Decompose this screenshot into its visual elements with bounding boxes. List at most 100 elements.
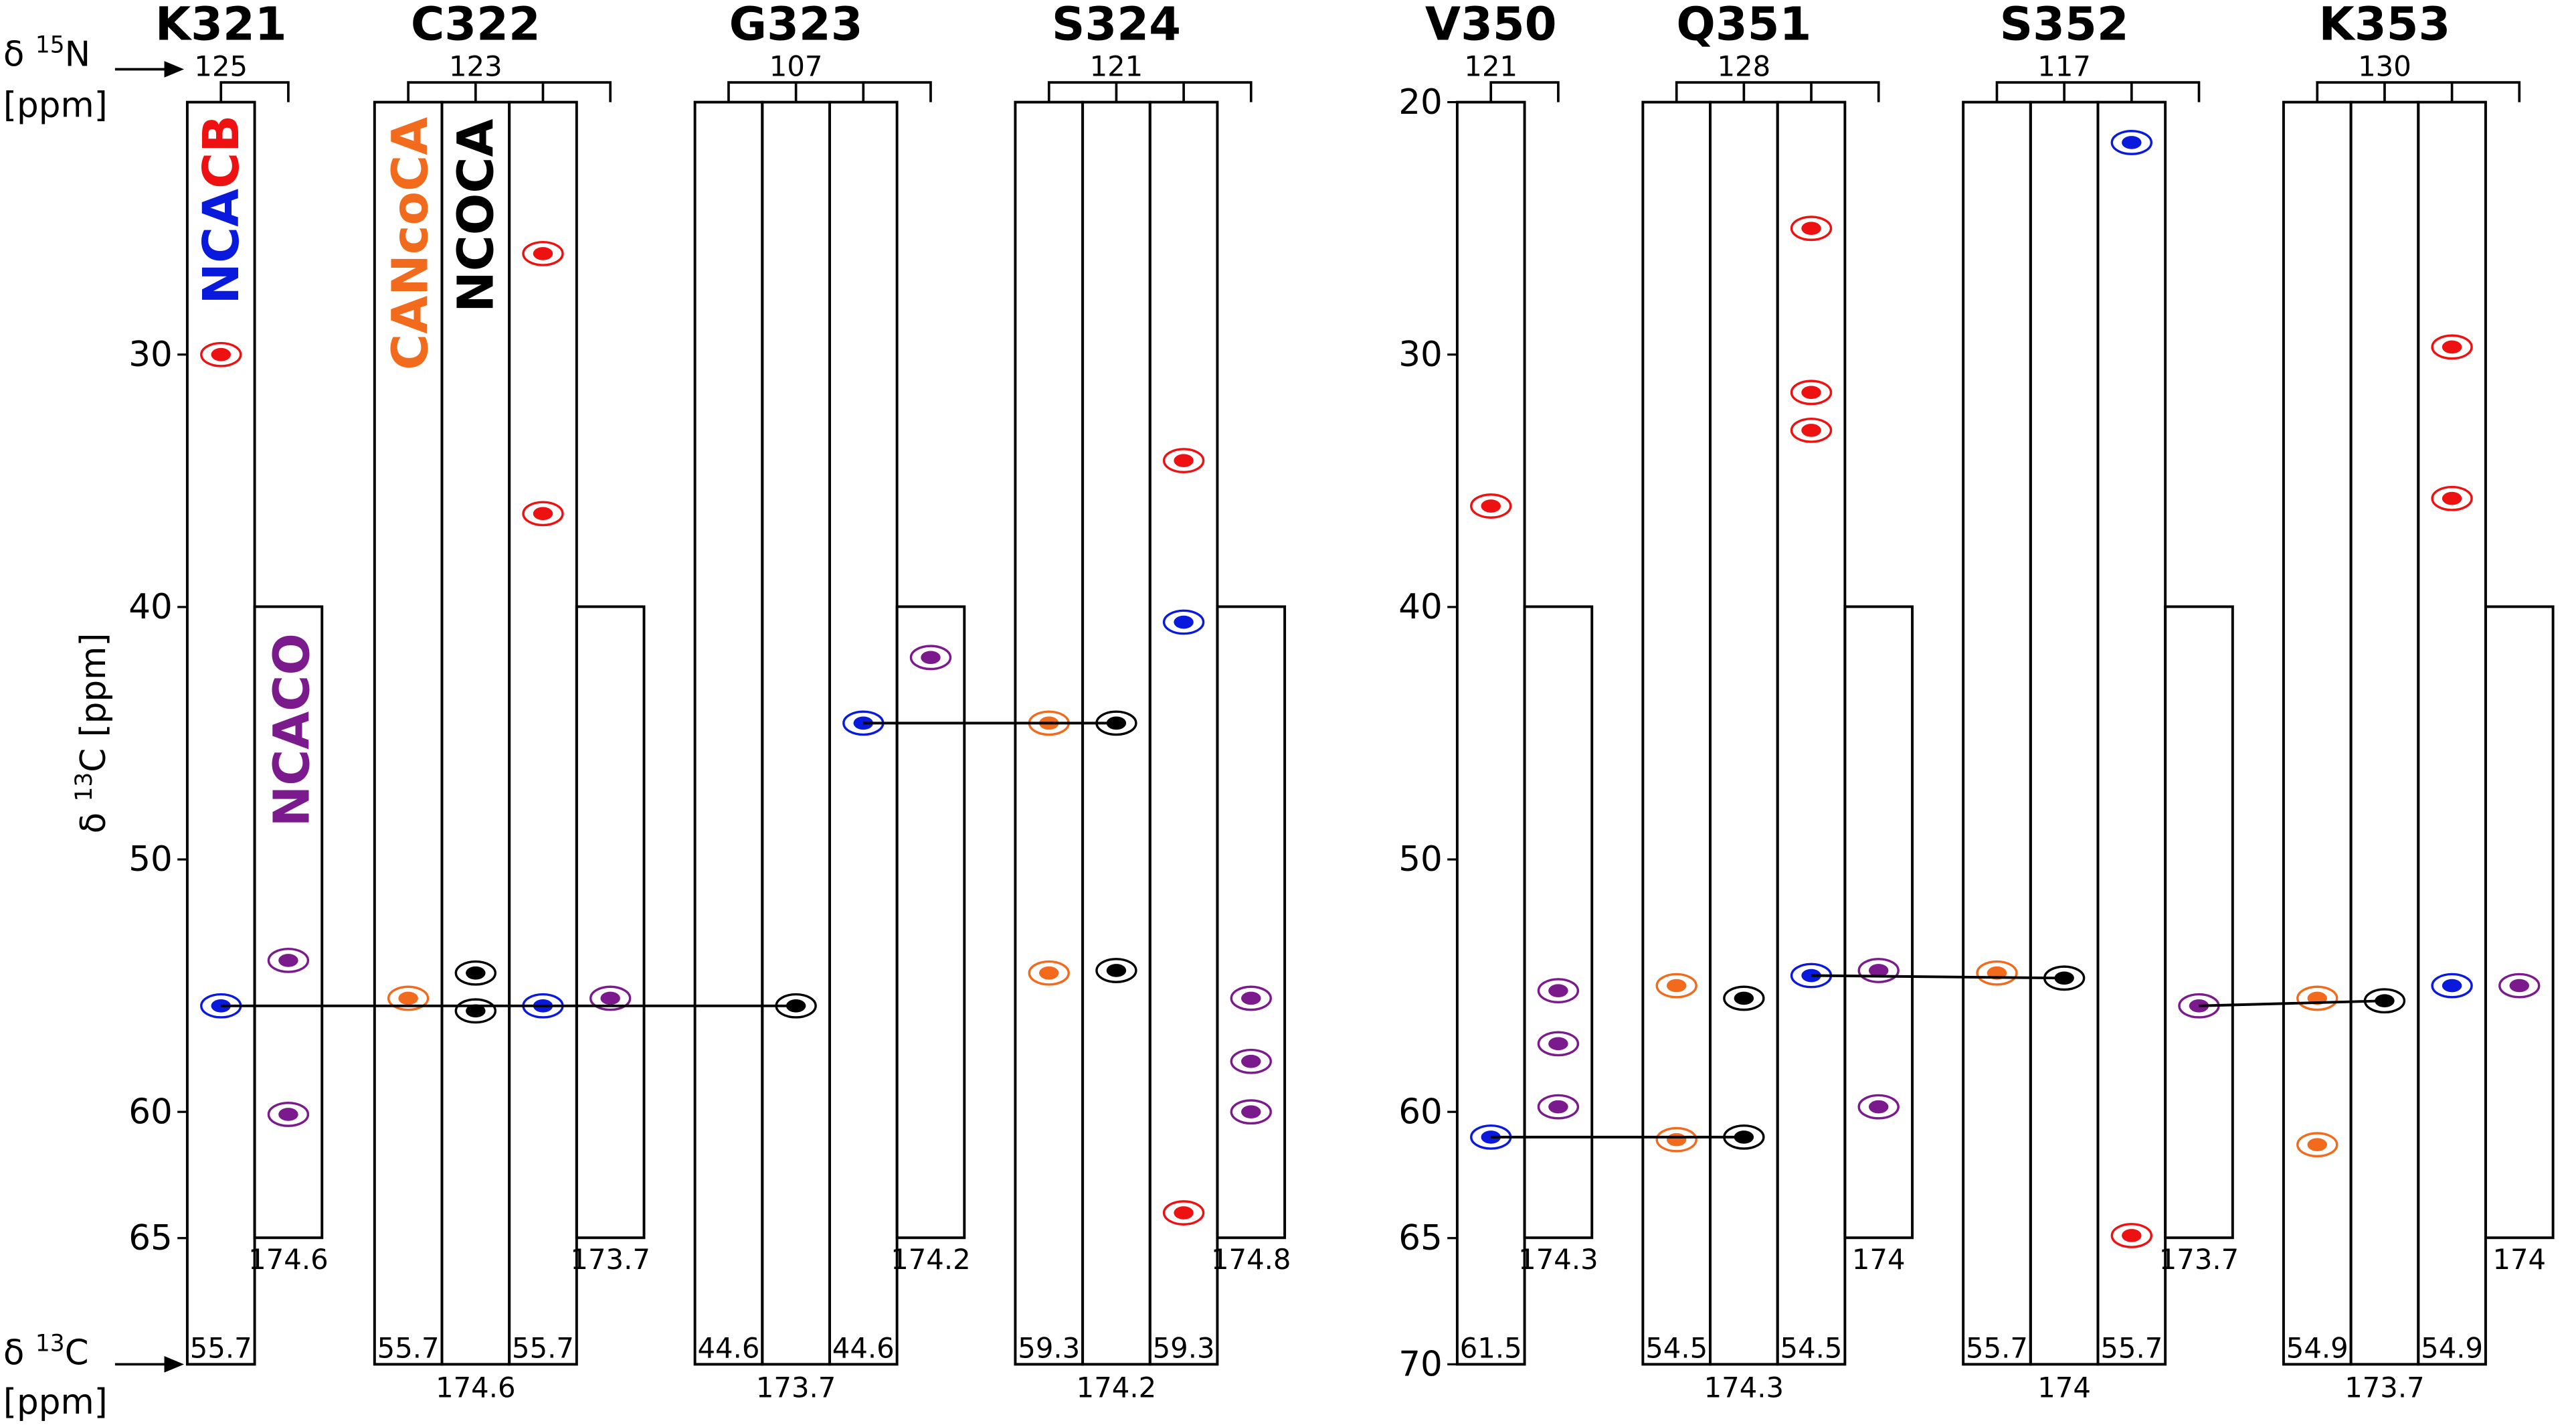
y-tick-label: 60 <box>128 1092 173 1132</box>
n15-label: 117 <box>2037 50 2091 82</box>
peak-contour <box>909 645 952 671</box>
peak-contour <box>1470 493 1512 519</box>
peak-contour <box>2110 130 2153 155</box>
strip <box>828 100 899 1366</box>
peak-core <box>1548 984 1568 997</box>
peak <box>1162 1200 1205 1226</box>
peak-contour <box>1857 1094 1900 1120</box>
n15-label: 121 <box>1464 50 1517 82</box>
peak <box>1655 973 1697 999</box>
peak <box>454 998 497 1024</box>
strip <box>1014 100 1085 1366</box>
co-label: 173.7 <box>756 1371 836 1404</box>
peak <box>267 947 310 973</box>
experiment-part: NCA <box>193 189 250 305</box>
peak <box>1162 609 1205 635</box>
experiment-label: NCACB <box>193 115 250 305</box>
experiment-part: CANcoCA <box>382 117 439 370</box>
ca-label: 55.7 <box>377 1331 440 1364</box>
y-tick-label: 50 <box>1398 839 1443 879</box>
ca-label: 59.3 <box>1153 1331 1215 1364</box>
peak <box>2110 1223 2153 1248</box>
residue-name: C322 <box>411 0 541 51</box>
strip <box>2096 100 2167 1366</box>
peak-core <box>1868 1100 1889 1114</box>
strip <box>2282 100 2353 1366</box>
experiment-part: NCACO <box>264 633 321 827</box>
peak <box>454 960 497 986</box>
n15-label: 121 <box>1090 50 1143 82</box>
arrow-head <box>164 1356 184 1373</box>
peak-contour <box>1230 1048 1272 1074</box>
peak-contour <box>1230 985 1272 1011</box>
peak <box>267 1102 310 1127</box>
ca-label: 55.7 <box>512 1331 574 1364</box>
y-tick-label: 65 <box>128 1218 173 1258</box>
peak-core <box>2122 136 2142 149</box>
n15-bracket <box>1675 81 1880 102</box>
peak-contour <box>1790 417 1833 443</box>
peak <box>1790 380 1833 406</box>
peak-contour <box>2431 334 2473 360</box>
peak-core <box>1241 1054 1261 1068</box>
peak-core <box>2122 1229 2142 1242</box>
peak-core <box>786 999 806 1013</box>
peak <box>2110 130 2153 155</box>
peak-core <box>1548 1100 1568 1114</box>
peak <box>1790 417 1833 443</box>
peak <box>1857 958 1900 983</box>
link <box>2199 999 2385 1007</box>
ncaco-label: 173.7 <box>2159 1243 2239 1276</box>
peak-core <box>1666 979 1687 993</box>
ca-label: 44.6 <box>832 1331 895 1364</box>
peak <box>1230 1048 1272 1074</box>
ca-label: 44.6 <box>697 1331 759 1364</box>
ca-label: 59.3 <box>1018 1331 1080 1364</box>
peak-core <box>1868 964 1889 977</box>
n15-bracket <box>727 81 932 102</box>
ca-label: 54.9 <box>2286 1331 2349 1364</box>
peak-contour <box>522 240 564 266</box>
peak-core <box>1174 1206 1194 1220</box>
strip <box>1455 100 1526 1366</box>
strip <box>508 100 578 1366</box>
label-part: C [ppm] <box>74 633 114 772</box>
label-part: C <box>65 1333 89 1373</box>
peak-contour <box>1857 958 1900 983</box>
strip <box>1962 100 2032 1366</box>
peak-core <box>2307 1138 2328 1152</box>
peak-core <box>2442 491 2462 505</box>
peak <box>2296 985 2338 1011</box>
residue-name: S324 <box>1052 0 1181 51</box>
strip <box>2029 100 2100 1366</box>
n15-label: 125 <box>194 50 248 82</box>
ncaco-label: 174.3 <box>1518 1243 1598 1276</box>
peak-core <box>1174 454 1194 467</box>
n15-label: 130 <box>2358 50 2411 82</box>
peak-core <box>533 507 553 521</box>
peak-contour <box>2296 1132 2338 1158</box>
strip <box>1216 605 1287 1240</box>
label-part: 15 <box>35 32 65 59</box>
strip <box>895 605 966 1240</box>
y-tick-label: 20 <box>1398 82 1443 122</box>
peak-core <box>1481 499 1501 513</box>
peak <box>200 341 242 367</box>
peak-contour <box>2296 985 2338 1011</box>
peak-contour <box>1537 978 1580 1004</box>
peak-core <box>2509 979 2530 993</box>
co-label: 174.2 <box>1077 1371 1156 1404</box>
ncaco-label: 174.8 <box>1211 1243 1291 1276</box>
peak-contour <box>1655 973 1697 999</box>
y-tick-label: 50 <box>128 839 173 879</box>
strip <box>2349 100 2420 1366</box>
ncaco-label: 173.7 <box>570 1243 650 1276</box>
peak-core <box>1801 424 1821 437</box>
ca-label: 55.7 <box>190 1331 252 1364</box>
residue-name: Q351 <box>1676 0 1811 51</box>
peak-contour <box>200 341 242 367</box>
label-part: 13 <box>35 1330 65 1357</box>
ca-label: 54.5 <box>1645 1331 1708 1364</box>
peak <box>1857 1094 1900 1120</box>
